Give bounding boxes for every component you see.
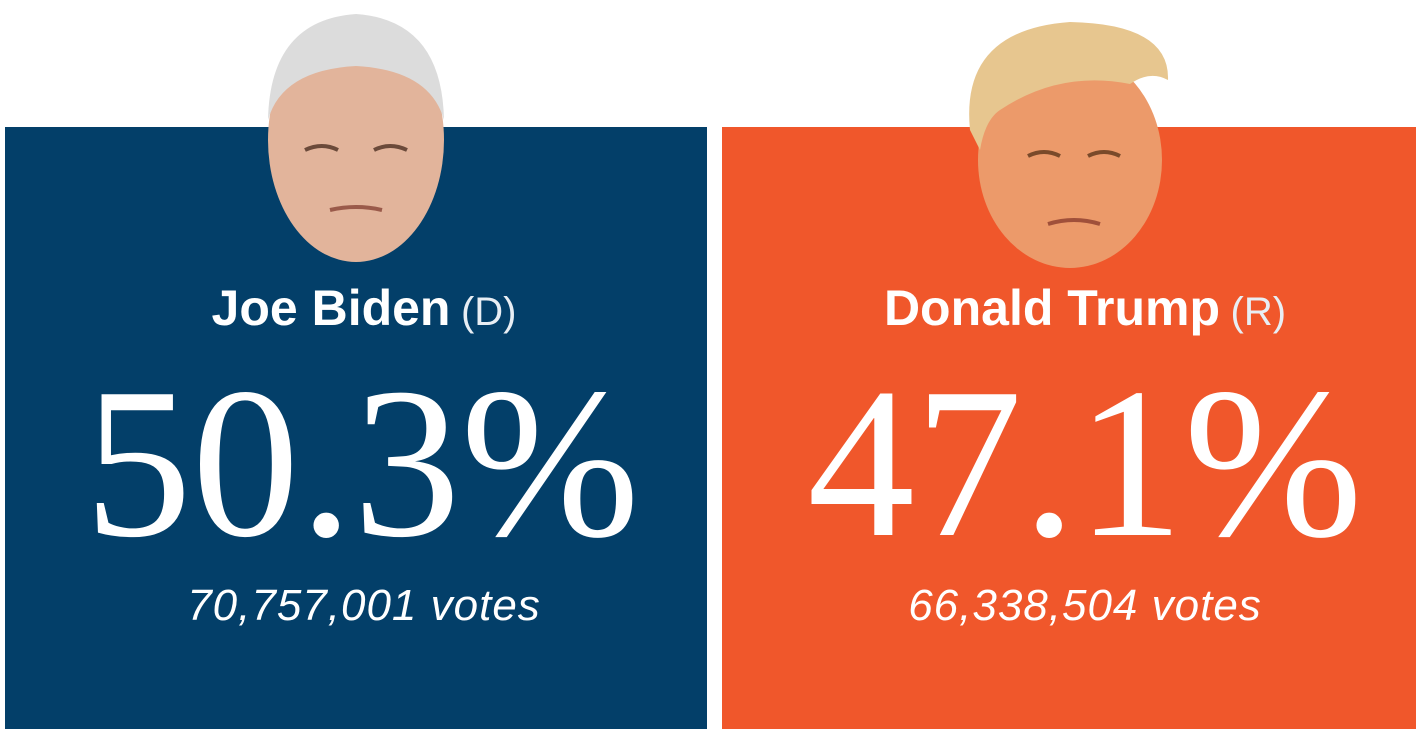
- candidate-party: (D): [461, 290, 517, 334]
- candidate-name: Donald Trump: [884, 280, 1220, 336]
- candidate-label: Joe Biden (D): [212, 280, 517, 336]
- candidate-photo: [268, 14, 444, 262]
- vote-count: 66,338,504 votes: [908, 581, 1262, 630]
- vote-percent: 47.1%: [807, 343, 1362, 582]
- candidate-label: Donald Trump (R): [884, 280, 1286, 336]
- vote-percent: 50.3%: [84, 343, 639, 582]
- vote-count: 70,757,001 votes: [187, 581, 541, 630]
- candidate-name: Joe Biden: [212, 280, 451, 336]
- candidate-party: (R): [1231, 290, 1287, 334]
- candidate-photo: [969, 22, 1169, 268]
